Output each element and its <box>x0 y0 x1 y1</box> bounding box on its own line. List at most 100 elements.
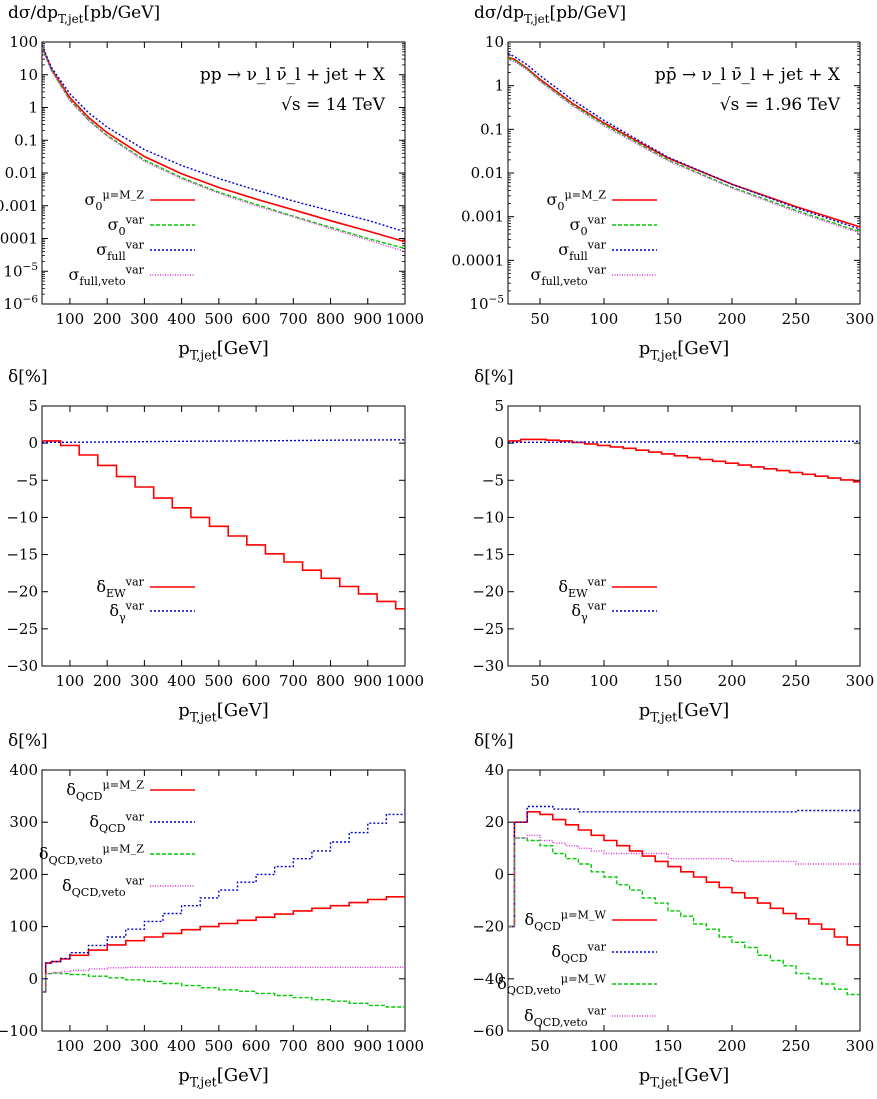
chart-p3-series-1 <box>42 439 405 444</box>
chart-p3-ytick-label: −20 <box>6 583 38 601</box>
chart-p2-xtick-label: 100 <box>590 310 619 328</box>
chart-p1-xtick-label: 300 <box>130 310 159 328</box>
chart-p4-legend-label: δEWvar <box>558 575 606 600</box>
chart-p6-ytick-label: 0 <box>494 865 504 883</box>
chart-p3-legend-label: δEWvar <box>96 575 144 600</box>
chart-p5-xtick-label: 300 <box>130 1037 159 1055</box>
chart-p2-ytick-label: 0.1 <box>480 120 504 138</box>
chart-p3-ytick-label: −10 <box>6 508 38 526</box>
chart-p6-series-2 <box>508 837 860 998</box>
chart-p4-frame <box>507 405 861 667</box>
chart-p1-annotation: √s = 14 TeV <box>281 95 386 115</box>
chart-p1-xtick-label: 700 <box>279 310 308 328</box>
chart-p5-xtick-label: 600 <box>242 1037 271 1055</box>
chart-p3-xtick-label: 1000 <box>386 672 424 690</box>
chart-p1-ytick-label: 0.0001 <box>0 230 38 248</box>
chart-p2-ytick-label: 1 <box>494 77 504 95</box>
chart-p6-frame <box>507 769 861 1032</box>
chart-p1-xlabel: pT,jet[GeV] <box>178 338 269 362</box>
chart-p6-xtick-label: 300 <box>846 1037 875 1055</box>
chart-p1-ytick-label: 10−6 <box>3 294 38 313</box>
chart-p1-ytick-label: 0.1 <box>14 131 38 149</box>
chart-p5-series-3 <box>42 966 405 993</box>
chart-p3-series-0 <box>42 440 405 610</box>
chart-p4-xlabel: pT,jet[GeV] <box>639 700 730 724</box>
chart-p5-title: δ[%] <box>8 731 48 751</box>
chart-p1-xtick-label: 400 <box>167 310 196 328</box>
chart-p6-ytick-label: 20 <box>485 813 504 831</box>
chart-p2-ytick-label: 0.001 <box>461 208 504 226</box>
chart-p6-xtick-label: 50 <box>530 1037 549 1055</box>
chart-p1-xtick-label: 800 <box>316 310 345 328</box>
chart-p1-legend-label: σ0var <box>108 213 145 238</box>
chart-p1-xtick-label: 600 <box>242 310 271 328</box>
chart-p1-xtick-label: 100 <box>56 310 85 328</box>
chart-p6-series-0 <box>508 811 860 951</box>
chart-p2-annotation: pp̄ → ν_l ν̄_l + jet + X <box>655 65 841 85</box>
chart-p4-ytick-label: −25 <box>472 620 504 638</box>
chart-p1-series-1 <box>42 46 405 250</box>
chart-p3-ytick-label: 5 <box>28 397 38 415</box>
chart-p5-legend-label: δQCDμ=M_Z <box>66 778 144 803</box>
chart-p4-xtick-label: 50 <box>530 672 549 690</box>
chart-p5-xtick-label: 900 <box>353 1037 382 1055</box>
chart-p2-xtick-label: 50 <box>530 310 549 328</box>
chart-p6-title: δ[%] <box>474 731 514 751</box>
chart-p5-legend-label: δQCD,vetoμ=M_Z <box>39 842 144 867</box>
chart-p5-series-1 <box>42 807 405 993</box>
chart-p4-title: δ[%] <box>474 367 514 387</box>
chart-p4-xtick-label: 100 <box>590 672 619 690</box>
chart-p4-ytick-label: −15 <box>472 546 504 564</box>
chart-p1-ytick-label: 1 <box>28 99 38 117</box>
chart-p1-xtick-label: 1000 <box>386 310 424 328</box>
chart-p5-ytick-label: 400 <box>9 761 38 779</box>
chart-p3-ytick-label: −5 <box>16 471 38 489</box>
chart-p6-ytick-label: −60 <box>472 1022 504 1040</box>
chart-p4-ytick-label: −20 <box>472 583 504 601</box>
chart-p5-legend-label: δQCDvar <box>89 810 144 835</box>
chart-p5-xtick-label: 700 <box>279 1037 308 1055</box>
chart-p3-xtick-label: 800 <box>316 672 345 690</box>
chart-p1-annotation: pp → ν_l ν̄_l + jet + X <box>200 65 386 85</box>
chart-panel-p1: 100 200 300 400 500 600 700 800 900 1000 10−6 10−5 0… <box>0 3 424 362</box>
chart-p3-ytick-label: −25 <box>6 620 38 638</box>
chart-p6-ytick-label: −40 <box>472 970 504 988</box>
chart-p6-xtick-label: 150 <box>654 1037 683 1055</box>
chart-p5-series-0 <box>42 895 405 993</box>
chart-p5-xtick-label: 800 <box>316 1037 345 1055</box>
chart-p2-legend-label: σ0var <box>570 213 607 238</box>
chart-p2-annotation: √s = 1.96 TeV <box>720 95 841 115</box>
chart-panel-p2: 50 100 150 200 250 300 10−5 0.0001 0.001 0.01 0.1 1… <box>452 3 875 362</box>
chart-p2-ytick-label: 10−5 <box>469 294 504 313</box>
chart-p2-series-3 <box>508 58 860 234</box>
chart-p1-series-2 <box>42 44 405 233</box>
chart-p2-legend-label: σ0μ=M_Z <box>546 188 606 213</box>
chart-p6-ytick-label: 40 <box>485 761 504 779</box>
chart-p3-xlabel: pT,jet[GeV] <box>178 700 269 724</box>
chart-p4-series-1 <box>508 440 860 444</box>
chart-p2-xlabel: pT,jet[GeV] <box>639 338 730 362</box>
chart-p6-ytick-label: −20 <box>472 918 504 936</box>
chart-p6-series-1 <box>508 805 860 928</box>
chart-p5-xtick-label: 100 <box>56 1037 85 1055</box>
chart-p2-legend-label: σfull,vetovar <box>531 263 607 288</box>
chart-p1-legend-label: σfull,vetovar <box>69 263 145 288</box>
chart-p5-ytick-label: −100 <box>0 1022 38 1040</box>
chart-p2-xtick-label: 300 <box>846 310 875 328</box>
chart-p3-title: δ[%] <box>8 367 48 387</box>
chart-p4-xtick-label: 150 <box>654 672 683 690</box>
chart-p5-xtick-label: 500 <box>205 1037 234 1055</box>
chart-p5-ytick-label: 0 <box>28 970 38 988</box>
chart-p6-legend-label: δQCDμ=M_W <box>524 908 606 933</box>
chart-p4-xtick-label: 200 <box>718 672 747 690</box>
chart-p3-xtick-label: 500 <box>205 672 234 690</box>
chart-p3-xtick-label: 300 <box>130 672 159 690</box>
chart-p4-ytick-label: −10 <box>472 508 504 526</box>
chart-p1-legend-label: σ0μ=M_Z <box>84 188 144 213</box>
chart-p6-xtick-label: 250 <box>782 1037 811 1055</box>
chart-panel-p4: 50 100 150 200 250 300 −30 −25 −20 −15 −10 −5 0 5 δ[%]… <box>472 367 874 724</box>
chart-p3-frame <box>41 405 406 667</box>
chart-p5-series-2 <box>42 972 405 1009</box>
chart-p1-series-0 <box>42 45 405 243</box>
chart-p1-legend-label: σfullvar <box>96 238 144 263</box>
